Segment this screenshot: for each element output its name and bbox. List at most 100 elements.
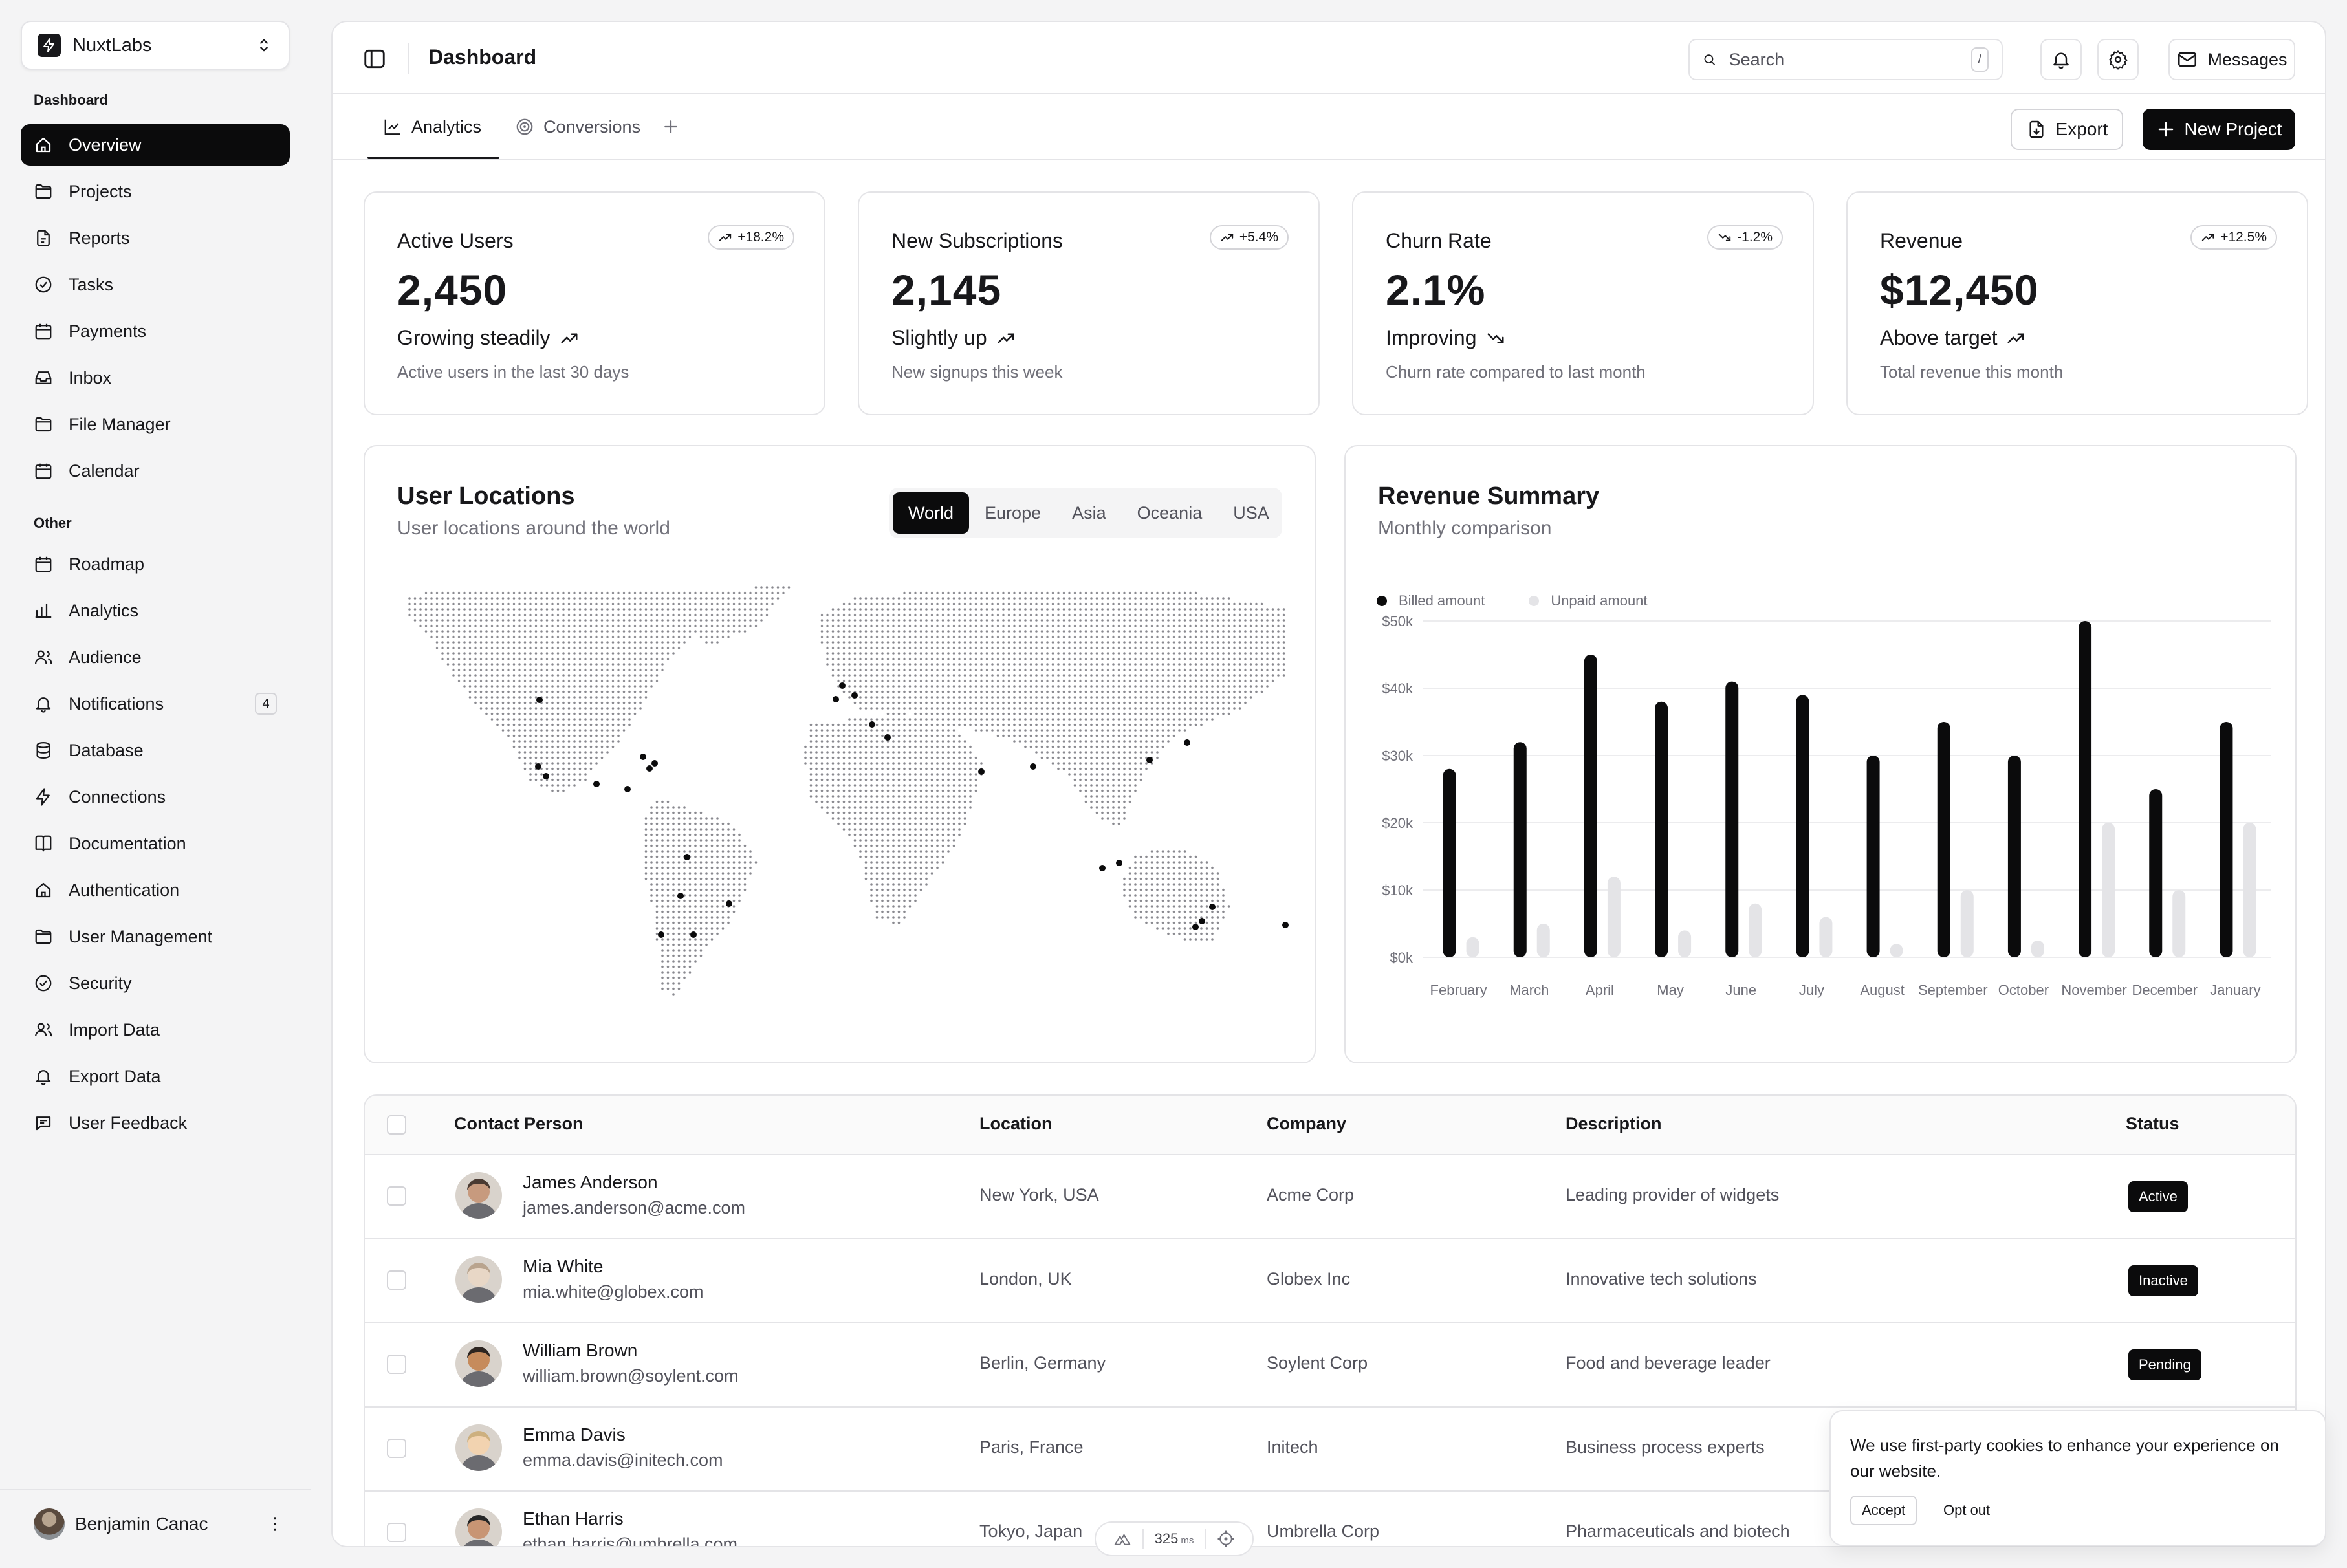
bar-billed[interactable] (2007, 756, 2021, 957)
settings-button[interactable] (2097, 39, 2139, 80)
bar-unpaid[interactable] (1678, 930, 1692, 957)
user-location-marker[interactable] (684, 854, 690, 860)
bar-billed[interactable] (1584, 655, 1597, 957)
user-location-marker[interactable] (535, 763, 541, 770)
row-checkbox[interactable] (387, 1270, 406, 1290)
bar-billed[interactable] (1725, 681, 1739, 957)
sidebar-item-tasks[interactable]: Tasks (21, 264, 290, 305)
table-row[interactable]: Mia White mia.white@globex.com London, UK G… (365, 1239, 2295, 1323)
user-location-marker[interactable] (1099, 865, 1106, 871)
sidebar-item-import-data[interactable]: Import Data (21, 1009, 290, 1051)
sidebar-item-inbox[interactable]: Inbox (21, 357, 290, 398)
region-tab-usa[interactable]: USA (1233, 503, 1269, 523)
user-location-marker[interactable] (851, 692, 858, 699)
sidebar-item-documentation[interactable]: Documentation (21, 823, 290, 864)
export-button[interactable]: Export (2011, 109, 2123, 150)
more-vertical-icon[interactable] (265, 1514, 285, 1534)
user-location-marker[interactable] (677, 893, 684, 899)
sidebar-item-file-manager[interactable]: File Manager (21, 404, 290, 445)
bar-billed[interactable] (1866, 756, 1880, 957)
sidebar-item-reports[interactable]: Reports (21, 217, 290, 259)
region-tab-asia[interactable]: Asia (1072, 503, 1106, 523)
row-checkbox[interactable] (387, 1186, 406, 1206)
sidebar-item-connections[interactable]: Connections (21, 776, 290, 818)
user-location-marker[interactable] (884, 734, 891, 741)
user-location-marker[interactable] (1030, 763, 1036, 770)
select-all-checkbox[interactable] (387, 1115, 406, 1135)
user-location-marker[interactable] (651, 760, 658, 767)
bar-unpaid[interactable] (2172, 890, 2186, 957)
bar-billed[interactable] (1513, 742, 1527, 957)
row-checkbox[interactable] (387, 1439, 406, 1458)
sidebar-item-security[interactable]: Security (21, 963, 290, 1004)
sidebar-toggle-icon[interactable] (362, 47, 387, 71)
sidebar-item-roadmap[interactable]: Roadmap (21, 543, 290, 585)
bar-unpaid[interactable] (1536, 924, 1550, 957)
user-location-marker[interactable] (726, 900, 732, 907)
user-location-marker[interactable] (658, 931, 664, 938)
user-location-marker[interactable] (1116, 860, 1122, 866)
messages-button[interactable]: Messages (2168, 39, 2295, 80)
sidebar-item-analytics[interactable]: Analytics (21, 590, 290, 631)
user-location-marker[interactable] (1192, 924, 1199, 930)
search-box[interactable]: / (1688, 39, 2003, 80)
table-row[interactable]: Ethan Harris ethan.harris@umbrella.com Tok… (365, 1492, 2295, 1546)
bar-billed[interactable] (1796, 695, 1809, 957)
header-status[interactable]: Status (2126, 1114, 2179, 1133)
bar-unpaid[interactable] (2031, 941, 2044, 957)
bar-unpaid[interactable] (2102, 823, 2115, 957)
user-location-marker[interactable] (536, 697, 543, 703)
sidebar-item-payments[interactable]: Payments (21, 310, 290, 352)
tab-analytics[interactable]: Analytics (383, 94, 481, 159)
user-location-marker[interactable] (690, 931, 697, 938)
bar-billed[interactable] (1937, 722, 1950, 957)
bar-billed[interactable] (2149, 789, 2163, 957)
user-location-marker[interactable] (543, 773, 549, 779)
header-contact[interactable]: Contact Person (454, 1114, 584, 1133)
bar-billed[interactable] (1655, 701, 1668, 957)
search-input[interactable] (1729, 49, 1958, 70)
user-menu[interactable]: Benjamin Canac (34, 1505, 285, 1543)
tab-conversions[interactable]: Conversions (515, 94, 640, 159)
user-location-marker[interactable] (869, 721, 875, 728)
bar-unpaid[interactable] (1749, 903, 1762, 957)
header-description[interactable]: Description (1566, 1114, 1662, 1133)
user-location-marker[interactable] (1282, 922, 1289, 928)
sidebar-item-database[interactable]: Database (21, 730, 290, 771)
sidebar-item-audience[interactable]: Audience (21, 637, 290, 678)
bar-unpaid[interactable] (1890, 944, 1903, 957)
sidebar-item-overview[interactable]: Overview (21, 124, 290, 166)
sidebar-item-calendar[interactable]: Calendar (21, 450, 290, 492)
row-checkbox[interactable] (387, 1355, 406, 1374)
crosshair-icon[interactable] (1216, 1529, 1236, 1549)
bar-unpaid[interactable] (1960, 890, 1974, 957)
region-tab-europe[interactable]: Europe (985, 503, 1042, 523)
sidebar-item-notifications[interactable]: Notifications 4 (21, 683, 290, 724)
user-location-marker[interactable] (1184, 739, 1190, 746)
user-location-marker[interactable] (833, 696, 839, 702)
header-company[interactable]: Company (1267, 1114, 1347, 1133)
user-location-marker[interactable] (839, 682, 846, 689)
table-row[interactable]: James Anderson james.anderson@acme.com New… (365, 1155, 2295, 1239)
cookie-opt-out-button[interactable]: Opt out (1943, 1502, 1991, 1518)
bar-billed[interactable] (2079, 621, 2092, 957)
user-location-marker[interactable] (1199, 918, 1205, 924)
region-tab-oceania[interactable]: Oceania (1137, 503, 1203, 523)
user-location-marker[interactable] (1146, 757, 1153, 763)
bar-unpaid[interactable] (1819, 917, 1833, 957)
user-location-marker[interactable] (624, 786, 631, 792)
user-location-marker[interactable] (646, 765, 653, 772)
bar-billed[interactable] (2220, 722, 2233, 957)
sidebar-item-user-management[interactable]: User Management (21, 916, 290, 957)
region-tab-world[interactable]: World (893, 492, 970, 534)
perf-widget[interactable]: 325 ms (1095, 1521, 1254, 1556)
header-location[interactable]: Location (979, 1114, 1053, 1133)
bar-unpaid[interactable] (1466, 937, 1479, 957)
sidebar-item-authentication[interactable]: Authentication (21, 869, 290, 911)
table-row[interactable]: Emma Davis emma.davis@initech.com Paris, F… (365, 1408, 2295, 1492)
table-row[interactable]: William Brown william.brown@soylent.com Be… (365, 1323, 2295, 1408)
team-switcher[interactable]: NuxtLabs (21, 21, 290, 70)
new-project-button[interactable]: New Project (2143, 109, 2295, 150)
user-location-marker[interactable] (978, 768, 985, 775)
row-checkbox[interactable] (387, 1523, 406, 1542)
